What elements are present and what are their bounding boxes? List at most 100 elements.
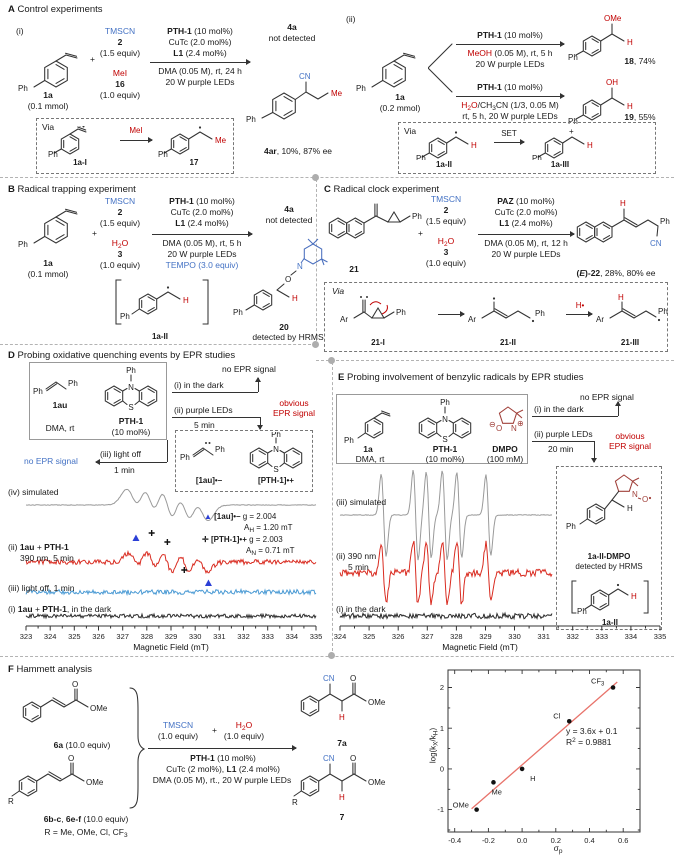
svg-text:H: H	[627, 102, 633, 111]
compound-label: 21	[349, 264, 359, 274]
svg-text:OMe: OMe	[368, 698, 386, 707]
reaction-arrow	[150, 59, 251, 66]
via-label: Via	[332, 286, 345, 296]
compound-label: 7a	[337, 738, 347, 748]
reaction-arrow	[148, 745, 297, 752]
svg-text:326: 326	[392, 632, 405, 641]
reagent-tmscn: TMSCN	[162, 720, 194, 730]
reaction-arrow	[494, 139, 525, 146]
epr-sample-box	[29, 362, 167, 440]
reaction-arrow	[478, 231, 575, 238]
compound-amount: (0.1 mmol)	[27, 269, 69, 279]
arrow-up	[615, 401, 622, 416]
svg-text:O: O	[68, 754, 74, 763]
via-label: Via	[404, 126, 417, 136]
trace-label: (ii) 1au + PTH-1	[8, 542, 69, 552]
svg-text:N: N	[297, 262, 303, 271]
svg-text:Ph: Ph	[577, 607, 587, 616]
svg-text:H: H	[471, 141, 477, 150]
no-epr-signal: no EPR signal	[580, 392, 634, 402]
compound-label: 1a-III	[550, 160, 570, 169]
fit-r-squared: R2 = 0.9881	[566, 737, 612, 747]
x-axis-label: σp	[553, 843, 563, 855]
divider-dot	[312, 174, 319, 181]
arrow-down	[591, 441, 598, 463]
set-label: SET	[501, 129, 517, 138]
structure-pth-1-cation: N S Ph	[249, 432, 303, 474]
divider-de	[332, 362, 333, 656]
svg-text:S: S	[442, 435, 447, 444]
svg-text:OMe: OMe	[604, 14, 622, 23]
structure-1au-anion: Ph Ph	[180, 442, 225, 462]
svg-text:Ph: Ph	[233, 308, 243, 317]
svg-text:326: 326	[92, 632, 105, 641]
svg-text:R: R	[292, 798, 298, 807]
epr-spectra-e: 324 325 326 327 328 329 330 331 332 333 334 335 Magn…	[334, 470, 666, 652]
adduct-label: 1a-II-DMPO	[587, 552, 631, 561]
conditions: L1 (2.4 mol%)	[175, 218, 229, 228]
structure-1a: Ph	[356, 52, 416, 93]
svg-text:Ar: Ar	[340, 315, 348, 324]
conditions: 20 W purple LEDs	[165, 77, 235, 87]
r-definition: R = Me, OMe, Cl, CF3	[44, 827, 128, 839]
svg-text:CF3: CF3	[591, 677, 605, 688]
structure-7a: CN H O OMe	[300, 674, 386, 722]
structure-6a: O OMe	[22, 680, 108, 723]
flow-time: 5 min	[194, 420, 215, 430]
reagent-num: 2	[117, 207, 123, 217]
svg-text:H: H	[627, 504, 633, 513]
reaction-arrow	[120, 137, 153, 144]
svg-text:1: 1	[440, 724, 444, 733]
svg-text:H: H	[183, 296, 189, 305]
no-epr-signal: no EPR signal	[222, 364, 276, 374]
structure-21: Ph	[328, 203, 422, 239]
fit-equation: y = 3.6x + 0.1	[566, 726, 618, 736]
svg-text:CN: CN	[650, 239, 662, 248]
reagent-equiv: (1.0 equiv)	[223, 731, 265, 741]
not-detected: 4a	[284, 204, 294, 214]
structure-18: Ph OMe H	[568, 14, 633, 62]
radical-label: [PTH-1]•+	[258, 476, 294, 485]
reagent-num: 16	[115, 79, 125, 89]
trace-label: (iii) light off, 1 min	[8, 583, 75, 593]
structure-20-tempo-adduct: N O H Ph	[233, 238, 329, 317]
section-c-title: C Radical clock experiment	[324, 184, 440, 195]
svg-text:Ph: Ph	[180, 453, 190, 462]
svg-text:Me: Me	[491, 787, 501, 796]
compound-label: 1a-II	[151, 332, 168, 341]
svg-text:H: H	[620, 199, 626, 208]
svg-text:⊖: ⊖	[489, 420, 496, 429]
svg-text:328: 328	[141, 632, 154, 641]
svg-text:Ph: Ph	[416, 154, 426, 160]
legend-entry: ▲ [1au]•– g = 2.004	[204, 512, 277, 521]
conditions: PAZ (10 mol%)	[497, 196, 555, 206]
svg-text:R: R	[8, 797, 14, 806]
compound-label: 21-III	[620, 338, 640, 347]
compound-label: 1au	[52, 400, 68, 410]
divider-dot	[328, 652, 335, 659]
divider-f	[0, 656, 674, 657]
svg-text:H: H	[631, 592, 637, 601]
arrow-up	[255, 377, 262, 392]
svg-text:Ph: Ph	[33, 387, 43, 396]
product-yield: 18, 74%	[624, 56, 656, 66]
section-b-title: B Radical trapping experiment	[8, 184, 136, 195]
structure-1a-II-bracketed: Ph H	[115, 279, 209, 325]
compound-label: 1a-I	[73, 158, 87, 167]
svg-text:OMe: OMe	[368, 778, 386, 787]
a2-roman: (ii)	[346, 14, 356, 24]
flow-step: (i) in the dark	[174, 380, 224, 390]
flow-line	[167, 440, 168, 462]
structure-1au: Ph Ph	[33, 379, 78, 396]
svg-text:O: O	[285, 275, 291, 284]
reagent-tmscn: TMSCN	[430, 194, 462, 204]
structure-21-III: Ar H Ph	[596, 293, 668, 324]
catalyst-label: PTH-1	[118, 416, 144, 426]
svg-text:324: 324	[334, 632, 347, 641]
svg-text:H: H	[292, 294, 298, 303]
reaction-arrow	[566, 311, 593, 318]
structure-21-I: Ar Ph	[340, 296, 406, 324]
compound-label: 1a	[395, 92, 405, 102]
epr-sample-box	[336, 394, 528, 464]
svg-text:-0.2: -0.2	[482, 836, 495, 845]
